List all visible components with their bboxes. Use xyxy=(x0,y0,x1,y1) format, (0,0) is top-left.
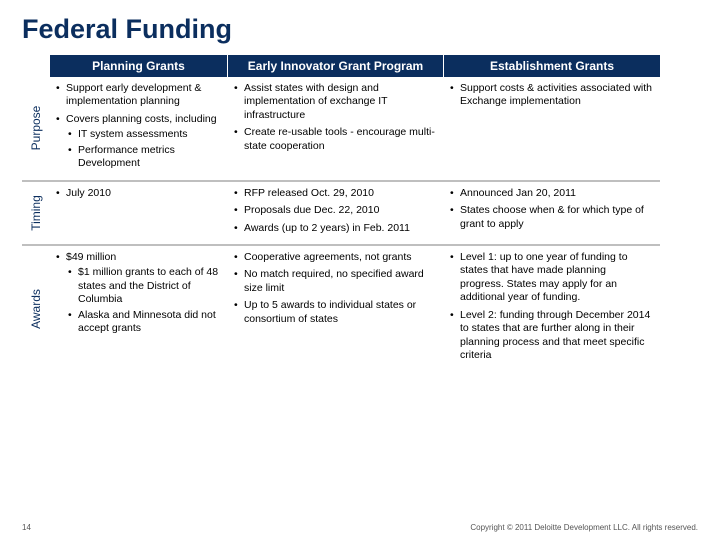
footer: 14 Copyright © 2011 Deloitte Development… xyxy=(22,523,698,532)
list-item: States choose when & for which type of g… xyxy=(448,204,652,231)
list-item: July 2010 xyxy=(54,187,220,200)
slide: Federal Funding Planning Grants Early In… xyxy=(0,0,720,540)
list-item: $49 million$1 million grants to each of … xyxy=(54,251,220,336)
list-item: Assist states with design and implementa… xyxy=(232,82,436,122)
comparison-table: Planning Grants Early Innovator Grant Pr… xyxy=(22,55,682,371)
list-item: Announced Jan 20, 2011 xyxy=(448,187,652,200)
list-item: Proposals due Dec. 22, 2010 xyxy=(232,204,436,217)
cell-timing-planning: July 2010 xyxy=(50,180,228,244)
list-item: Level 2: funding through December 2014 t… xyxy=(448,309,652,363)
col-header-innovator: Early Innovator Grant Program xyxy=(228,55,444,77)
list-item: Support early development & implementati… xyxy=(54,82,220,109)
cell-awards-planning: $49 million$1 million grants to each of … xyxy=(50,244,228,372)
col-header-establishment: Establishment Grants xyxy=(444,55,660,77)
list-item: Cooperative agreements, not grants xyxy=(232,251,436,264)
list-item: Awards (up to 2 years) in Feb. 2011 xyxy=(232,222,436,235)
cell-timing-innovator: RFP released Oct. 29, 2010 Proposals due … xyxy=(228,180,444,244)
cell-awards-establishment: Level 1: up to one year of funding to st… xyxy=(444,244,660,372)
page-number: 14 xyxy=(22,523,31,532)
row-label-purpose: Purpose xyxy=(22,77,50,180)
header-spacer xyxy=(22,55,50,77)
slide-title: Federal Funding xyxy=(22,14,698,45)
list-item: Create re-usable tools - encourage multi… xyxy=(232,126,436,153)
list-item: Up to 5 awards to individual states or c… xyxy=(232,299,436,326)
list-item: RFP released Oct. 29, 2010 xyxy=(232,187,436,200)
copyright: Copyright © 2011 Deloitte Development LL… xyxy=(470,523,698,532)
list-subitem: Alaska and Minnesota did not accept gran… xyxy=(66,309,220,336)
list-subitem: Performance metrics Development xyxy=(66,144,220,171)
cell-purpose-establishment: Support costs & activities associated wi… xyxy=(444,77,660,180)
cell-awards-innovator: Cooperative agreements, not grants No mat… xyxy=(228,244,444,372)
list-subitem: IT system assessments xyxy=(66,128,220,141)
list-item: Level 1: up to one year of funding to st… xyxy=(448,251,652,305)
list-item: Covers planning costs, includingIT syste… xyxy=(54,113,220,171)
list-item: No match required, no specified award si… xyxy=(232,268,436,295)
row-label-awards: Awards xyxy=(22,244,50,372)
list-item: Support costs & activities associated wi… xyxy=(448,82,652,109)
col-header-planning: Planning Grants xyxy=(50,55,228,77)
row-label-timing: Timing xyxy=(22,180,50,244)
cell-timing-establishment: Announced Jan 20, 2011 States choose when… xyxy=(444,180,660,244)
cell-purpose-planning: Support early development & implementati… xyxy=(50,77,228,180)
cell-purpose-innovator: Assist states with design and implementa… xyxy=(228,77,444,180)
list-subitem: $1 million grants to each of 48 states a… xyxy=(66,266,220,306)
